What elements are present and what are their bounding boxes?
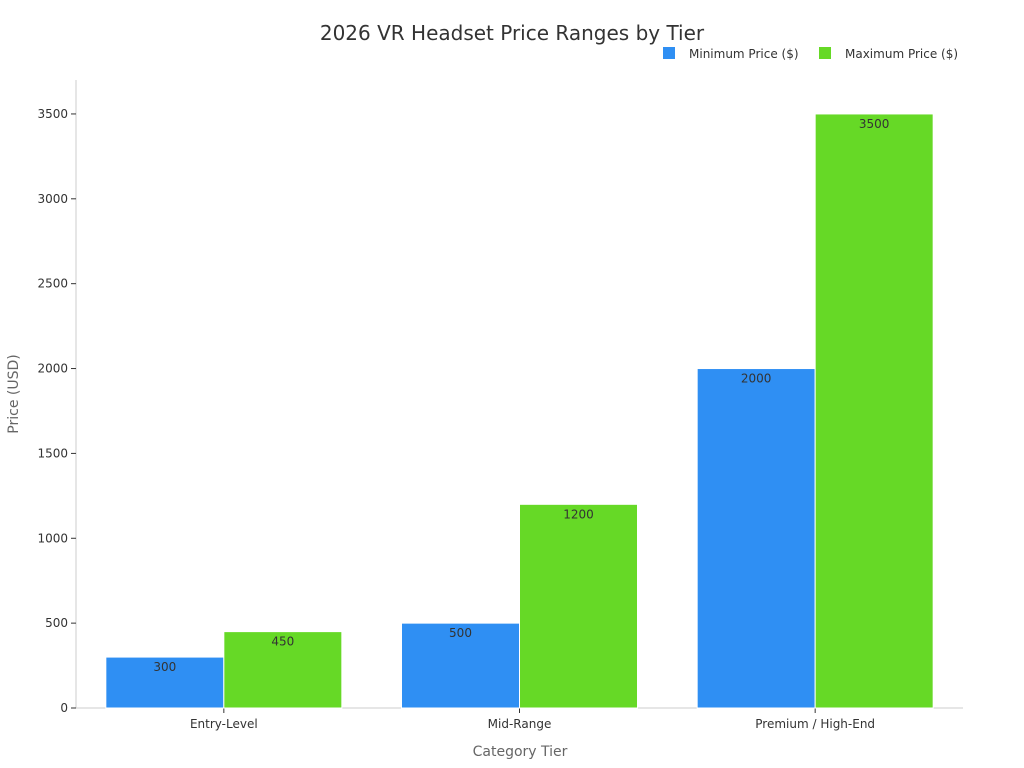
legend-label: Minimum Price ($)	[689, 47, 799, 61]
bar-maximum-price	[223, 631, 343, 709]
y-tick-label: 500	[45, 616, 68, 630]
legend-label: Maximum Price ($)	[845, 47, 958, 61]
y-tick-label: 3000	[37, 192, 68, 206]
bar-maximum-price	[814, 113, 934, 709]
bar-minimum-price	[401, 622, 520, 709]
axes: 0 500 1000 1500 2000 2500 3000 3500 Entry-Level…	[37, 80, 963, 731]
y-tick-label: 0	[60, 701, 68, 715]
legend: Minimum Price ($) Maximum Price ($)	[663, 47, 958, 61]
y-axis-ticks: 0 500 1000 1500 2000 2500 3000 3500	[37, 107, 76, 715]
legend-swatch	[819, 47, 831, 59]
y-tick-label: 1500	[37, 446, 68, 460]
x-axis-label: Category Tier	[473, 744, 568, 760]
y-tick-label: 1000	[37, 531, 68, 545]
x-axis-ticks: Entry-Level Mid-Range Premium / High-End	[190, 708, 875, 731]
y-axis-label: Price (USD)	[6, 354, 22, 433]
x-tick-label: Premium / High-End	[755, 717, 875, 731]
y-tick-label: 2000	[37, 362, 68, 376]
chart-title: 2026 VR Headset Price Ranges by Tier	[320, 21, 705, 45]
data-labels: 300 450 500 1200 2000 3500	[153, 117, 889, 674]
bar-value-label: 3500	[859, 117, 890, 131]
bars	[105, 113, 934, 709]
legend-swatch	[663, 47, 675, 59]
bar-value-label: 500	[449, 626, 472, 640]
y-tick-label: 2500	[37, 277, 68, 291]
bar-value-label: 450	[271, 635, 294, 649]
bar-minimum-price	[696, 368, 816, 709]
x-tick-label: Mid-Range	[488, 717, 552, 731]
bar-maximum-price	[519, 503, 638, 709]
bar-value-label: 2000	[741, 372, 772, 386]
bar-value-label: 300	[153, 660, 176, 674]
bar-value-label: 1200	[563, 507, 594, 521]
y-tick-label: 3500	[37, 107, 68, 121]
x-tick-label: Entry-Level	[190, 717, 258, 731]
